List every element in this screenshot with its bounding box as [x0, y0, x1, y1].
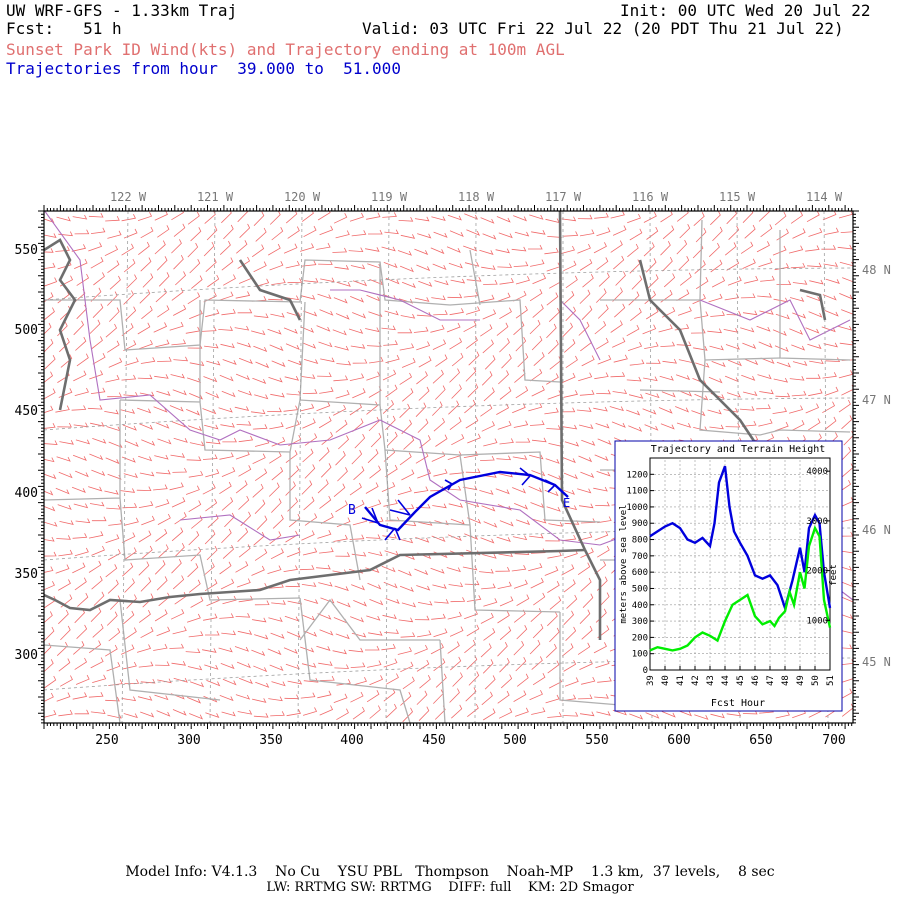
- inset-y-left-tick-label: 1100: [626, 487, 648, 497]
- inset-x-tick-label: 48: [781, 675, 791, 686]
- inset-x-tick-label: 45: [736, 675, 746, 686]
- map-subtitle: Sunset Park ID Wind(kts) and Trajectory …: [6, 40, 565, 59]
- x-tick-label: 500: [503, 733, 526, 748]
- inset-x-tick-label: 46: [751, 675, 761, 686]
- x-tick-labels: 250 300 350 400 450 500 550 600 650 700: [95, 733, 845, 748]
- inset-y-right-tick-label: 3000: [806, 517, 828, 527]
- county-borders: [44, 219, 851, 723]
- x-tick-label: 600: [667, 733, 690, 748]
- model-info-line: Model Info: V4.1.3 No Cu YSU PBL Thompso…: [125, 864, 775, 880]
- init-time: Init: 00 UTC Wed 20 Jul 22: [620, 1, 871, 20]
- inset-x-tick-label: 39: [646, 675, 656, 686]
- latitude-labels: 48 N 47 N 46 N 45 N: [862, 263, 891, 669]
- inset-y-right-tick-label: 1000: [806, 616, 828, 626]
- inset-x-tick-label: 42: [691, 675, 701, 686]
- trajectory-path: [361, 467, 569, 541]
- inset-series-trajectory: [649, 465, 832, 613]
- model-title: UW WRF-GFS - 1.33km Traj: [6, 1, 238, 20]
- longitude-label: 120 W: [284, 190, 321, 204]
- x-tick-label: 450: [422, 733, 445, 748]
- latitude-label: 46 N: [862, 523, 891, 537]
- inset-grid: [650, 458, 830, 670]
- inset-x-tick-label: 41: [676, 675, 686, 686]
- trajectory-terrain-inset: Trajectory and Terrain Height 39 40 41 42 43…: [614, 440, 843, 712]
- inset-x-tick-label: 49: [796, 675, 806, 686]
- inset-y-left-tick-label: 0: [643, 666, 648, 676]
- y-tick-label: 450: [15, 404, 38, 419]
- inset-x-tick-label: 44: [721, 675, 731, 686]
- inset-y-left-tick-label: 400: [632, 601, 648, 611]
- inset-y-right-tick-label: 2000: [806, 567, 828, 577]
- longitude-label: 117 W: [545, 190, 582, 204]
- valid-time: Valid: 03 UTC Fri 22 Jul 22 (20 PDT Thu …: [362, 19, 844, 38]
- y-tick-label: 400: [15, 486, 38, 501]
- inset-y-left-tick-label: 1200: [626, 470, 648, 480]
- inset-x-tick-label: 47: [766, 675, 776, 686]
- longitude-label: 119 W: [371, 190, 408, 204]
- inset-y-right-ticks: 1000 2000 3000 4000: [806, 467, 830, 626]
- longitude-label: 121 W: [197, 190, 234, 204]
- inset-y-left-tick-label: 1000: [626, 503, 648, 513]
- trajectory-range: Trajectories from hour 39.000 to 51.000: [6, 59, 401, 78]
- x-tick-label: 550: [585, 733, 608, 748]
- inset-y-left-ticks: 0 100 200 300 400 500 600 700 800 900 1000 1100 1200: [626, 470, 654, 676]
- inset-title: Trajectory and Terrain Height: [651, 444, 826, 455]
- trajectory-end-label: E: [563, 496, 570, 510]
- y-tick-label: 500: [15, 323, 38, 338]
- x-tick-label: 650: [749, 733, 772, 748]
- frame-ticks: [38, 205, 859, 729]
- inset-y-left-tick-label: 500: [632, 584, 648, 594]
- y-tick-labels: 550 500 450 400 350 300: [15, 243, 38, 663]
- inset-ylabel-left: meters above sea level: [619, 504, 629, 623]
- trajectory-start-label: B: [348, 503, 356, 518]
- inset-series: [649, 465, 832, 652]
- inset-x-ticks: 39 40 41 42 43 44 45 46 47 48 49 50 51: [646, 666, 836, 686]
- inset-y-right-tick-label: 4000: [806, 467, 828, 477]
- x-tick-label: 250: [95, 733, 118, 748]
- inset-frame: [614, 440, 843, 712]
- latitude-label: 45 N: [862, 655, 891, 669]
- inset-x-tick-label: 51: [826, 675, 836, 686]
- longitude-label: 116 W: [632, 190, 669, 204]
- inset-series-terrain: [649, 525, 832, 652]
- inset-y-left-tick-label: 100: [632, 650, 648, 660]
- x-tick-label: 400: [340, 733, 363, 748]
- longitude-label: 118 W: [458, 190, 495, 204]
- inset-x-tick-label: 43: [706, 675, 716, 686]
- inset-y-left-tick-label: 900: [632, 519, 648, 529]
- longitude-labels: 122 W 121 W 120 W 119 W 118 W 117 W 116 W 115 W…: [110, 190, 843, 204]
- longitude-label: 114 W: [806, 190, 843, 204]
- inset-xlabel: Fcst Hour: [711, 698, 765, 709]
- inset-x-tick-label: 40: [661, 675, 671, 686]
- longitude-label: 122 W: [110, 190, 147, 204]
- inset-ylabel-right: feet: [829, 564, 839, 586]
- inset-y-left-tick-label: 200: [632, 633, 648, 643]
- y-tick-label: 350: [15, 567, 38, 582]
- inset-y-left-tick-label: 800: [632, 536, 648, 546]
- inset-y-left-tick-label: 700: [632, 552, 648, 562]
- x-tick-label: 300: [177, 733, 200, 748]
- x-tick-label: 350: [259, 733, 282, 748]
- forecast-hour: Fcst: 51 h: [6, 19, 122, 38]
- latitude-label: 47 N: [862, 393, 891, 407]
- x-tick-label: 700: [822, 733, 845, 748]
- latitude-label: 48 N: [862, 263, 891, 277]
- inset-y-left-tick-label: 300: [632, 617, 648, 627]
- inset-x-tick-label: 50: [811, 675, 821, 686]
- y-tick-label: 300: [15, 648, 38, 663]
- longitude-label: 115 W: [719, 190, 756, 204]
- physics-info-line: LW: RRTMG SW: RRTMG DIFF: full KM: 2D Sm…: [266, 880, 634, 895]
- inset-y-left-tick-label: 600: [632, 568, 648, 578]
- y-tick-label: 550: [15, 243, 38, 258]
